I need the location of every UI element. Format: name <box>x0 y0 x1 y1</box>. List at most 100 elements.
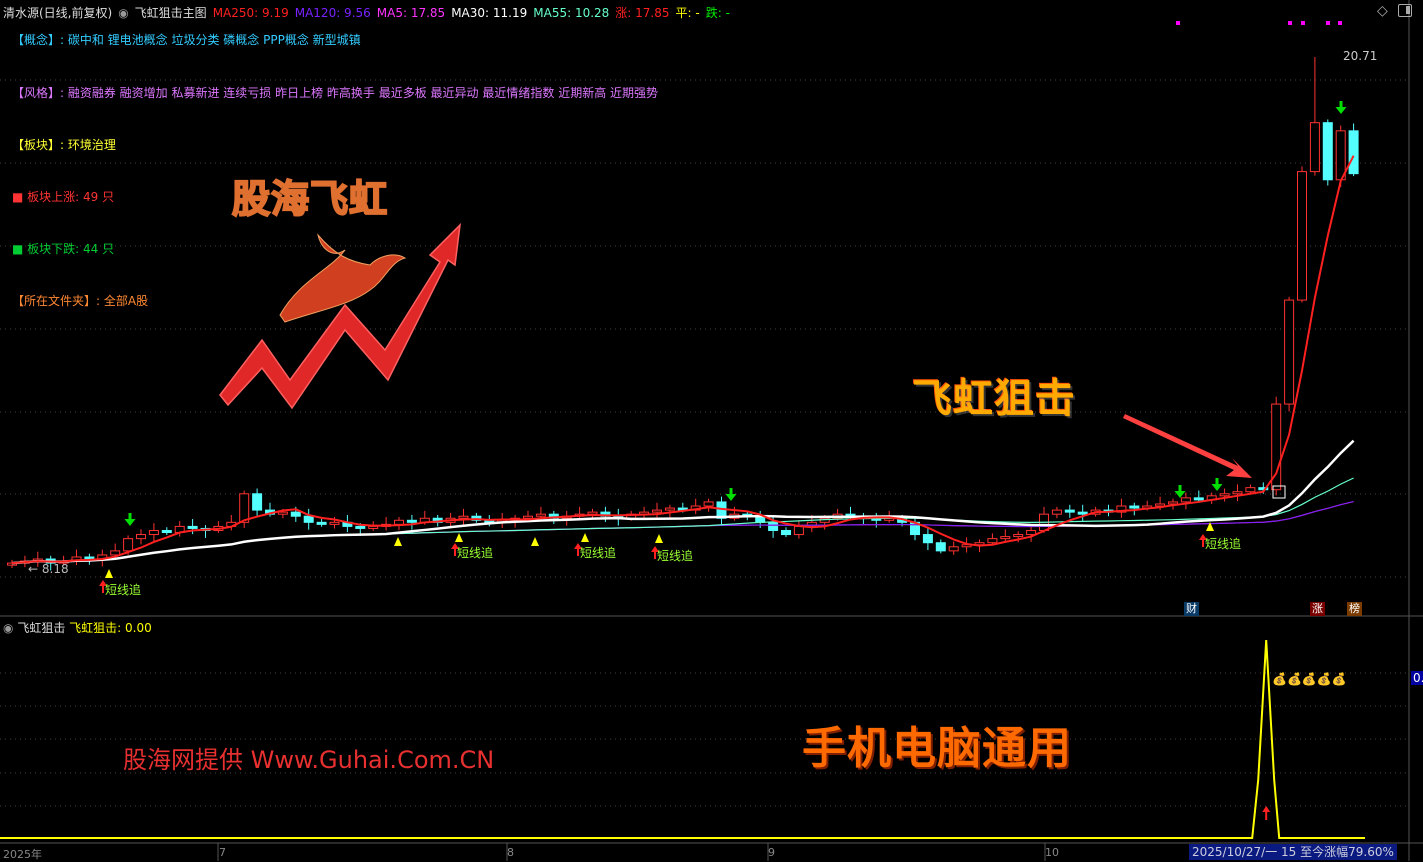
candle-body <box>355 525 366 529</box>
yellow-triangle-icon <box>531 537 539 546</box>
ma55-value: MA55: 10.28 <box>533 6 610 20</box>
red-up-arrow-icon <box>1199 534 1207 547</box>
green-down-arrow-icon <box>1174 485 1186 498</box>
candle-body <box>948 546 959 552</box>
diamond-icon[interactable]: ◇ <box>1377 3 1388 19</box>
sector-info: 【板块】: 环境治理 <box>12 138 116 152</box>
ma5-value: MA5: 17.85 <box>376 6 446 20</box>
stock-title: 清水源(日线,前复权) <box>3 6 113 20</box>
badge-bang[interactable]: 榜 <box>1347 602 1362 616</box>
candle-body <box>1168 501 1178 505</box>
badge-zhang[interactable]: 涨 <box>1310 602 1325 616</box>
phoenix-logo <box>279 233 407 323</box>
ma30-value: MA30: 11.19 <box>451 6 528 20</box>
ma250-value: MA250: 9.19 <box>212 6 289 20</box>
x-axis-label-sep: 9 <box>768 846 775 859</box>
x-axis-label-year: 2025年 <box>3 848 42 861</box>
candle-body <box>303 515 314 523</box>
sector-up-count: ■ 板块上涨: 49 只 <box>12 190 115 204</box>
yellow-triangle-icon <box>581 533 589 542</box>
candle-body <box>368 525 379 529</box>
short-chase-label: 短线追 <box>457 546 494 560</box>
candle-body <box>252 493 263 511</box>
candle-body <box>1309 122 1320 173</box>
candle-body <box>987 538 998 544</box>
candle-body <box>793 525 804 536</box>
folder-info: 【所在文件夹】: 全部A股 <box>12 294 149 308</box>
sub-panel-name[interactable]: 飞虹狙击 <box>17 621 66 635</box>
style-info: 【风格】: 融资融券 融资增加 私募新进 连续亏损 昨日上榜 昨高换手 最近多板… <box>12 86 659 100</box>
candle-body <box>1000 536 1011 540</box>
green-down-arrow-icon <box>1211 478 1223 491</box>
candle-body <box>1155 503 1166 507</box>
yellow-triangle-icon <box>455 533 463 542</box>
red-up-arrow-icon <box>451 543 459 556</box>
candle-body <box>1348 130 1359 175</box>
chevron-circle-icon[interactable]: ◉ <box>3 621 14 635</box>
magenta-dot <box>1301 21 1305 25</box>
yellow-triangle-icon <box>105 569 113 578</box>
ping-value: 平: - <box>675 6 700 20</box>
yellow-triangle-icon <box>655 534 663 543</box>
candle-body <box>768 521 779 531</box>
signal-box <box>1272 485 1286 499</box>
short-chase-label: 短线追 <box>1205 537 1242 551</box>
chevron-circle-icon[interactable]: ◉ <box>118 6 129 20</box>
panel-toggle-icon[interactable] <box>1398 4 1412 17</box>
candle-body <box>123 538 134 552</box>
green-down-arrow-icon <box>124 513 136 526</box>
concept-info: 【概念】: 碳中和 锂电池概念 垃圾分类 磷概念 PPP概念 新型城镇 <box>12 33 361 47</box>
candle-body <box>458 515 469 519</box>
candle-body <box>535 513 546 517</box>
candle-body <box>922 534 933 544</box>
candle-body <box>110 550 121 556</box>
candle-body <box>523 515 533 519</box>
low-price-value: 8.18 <box>41 562 69 576</box>
green-down-arrow-icon <box>725 488 737 501</box>
ma30-line <box>11 439 1355 565</box>
candle-body <box>1219 493 1230 497</box>
red-up-arrow-icon <box>1262 806 1271 820</box>
candle-body <box>664 507 675 511</box>
candle-body <box>329 521 340 525</box>
candle-body <box>394 519 404 525</box>
x-axis-label-oct: 10 <box>1045 846 1059 859</box>
candle-body <box>1232 491 1243 495</box>
candle-body <box>136 534 146 540</box>
short-chase-label: 短线追 <box>580 546 617 560</box>
candle-body <box>161 529 172 534</box>
candle-body <box>1180 497 1191 503</box>
candle-body <box>1335 130 1346 181</box>
red-up-arrow-icon <box>99 580 107 593</box>
badge-cai[interactable]: 财 <box>1184 602 1199 616</box>
magenta-dot <box>1288 21 1292 25</box>
high-price-label: 20.71 <box>1343 49 1378 63</box>
yellow-triangle-icon <box>1206 522 1214 531</box>
date-range-status: 2025/10/27/一 15 至今涨幅79.60% <box>1189 844 1397 860</box>
chart-header: 清水源(日线,前复权) ◉ 飞虹狙击主图 MA250: 9.19 MA120: 9.56… <box>3 4 736 21</box>
candle-body <box>652 509 662 513</box>
rising-arrow-logo <box>219 222 462 410</box>
ma5-line <box>11 155 1355 565</box>
short-chase-label: 短线追 <box>657 549 694 563</box>
yellow-triangle-icon <box>394 537 402 546</box>
feihong-title: 飞虹狙击 <box>912 376 1076 422</box>
die-value: 跌: - <box>705 6 730 20</box>
green-down-arrow-icon <box>1335 101 1347 114</box>
candle-body <box>1193 497 1204 501</box>
zhang-value: 涨: 17.85 <box>615 6 670 20</box>
candle-body <box>1051 509 1062 515</box>
short-chase-label: 短线追 <box>105 583 142 597</box>
candle-body <box>1026 529 1037 536</box>
logo-text: 股海飞虹 <box>231 176 389 222</box>
candle-body <box>1064 509 1075 513</box>
magenta-dot <box>1338 21 1342 25</box>
candle-body <box>148 529 159 536</box>
candle-body <box>935 542 946 552</box>
sub-panel-value: 飞虹狙击: 0.00 <box>69 621 152 635</box>
x-axis-label-aug: 8 <box>507 846 514 859</box>
candle-body <box>1077 511 1088 515</box>
indicator-name[interactable]: 飞虹狙击主图 <box>134 6 207 20</box>
candle-body <box>703 501 714 507</box>
